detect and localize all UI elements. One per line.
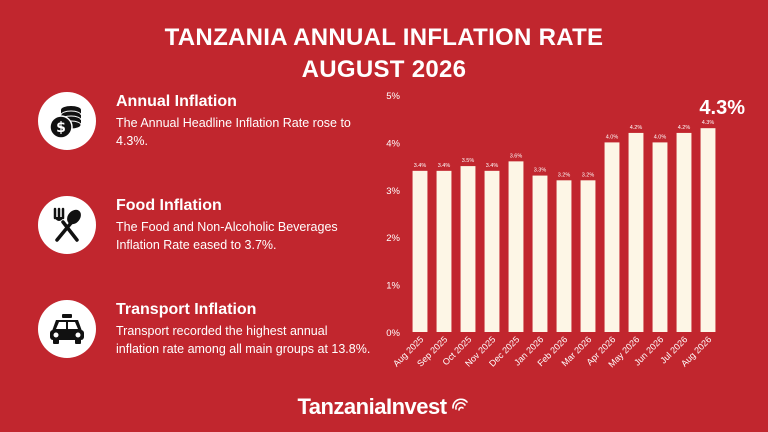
bar: [532, 175, 548, 332]
data-label: 3.3%: [534, 168, 547, 174]
brand-name: TanzaniaInvest: [297, 394, 447, 419]
y-tick-label: 2%: [386, 233, 400, 244]
brand-logo: TanzaniaInvest: [0, 394, 768, 420]
title-line-1: TANZANIA ANNUAL INFLATION RATE: [164, 24, 604, 51]
svg-text:$: $: [56, 120, 66, 136]
data-label: 4.0%: [606, 134, 619, 140]
data-label: 3.4%: [414, 163, 427, 169]
data-label: 3.2%: [558, 172, 571, 178]
data-label: 3.4%: [438, 163, 451, 169]
section-text: Transport recorded the highest annual in…: [116, 324, 371, 356]
y-tick-label: 0%: [386, 328, 400, 339]
fork-spoon-icon: [38, 196, 96, 254]
bar: [628, 132, 644, 332]
data-label: 3.4%: [486, 163, 499, 169]
signal-icon: [451, 398, 468, 411]
data-label: 4.2%: [630, 125, 643, 131]
data-label: 3.2%: [582, 172, 595, 178]
coins-icon: $: [38, 92, 96, 150]
bar: [508, 161, 524, 332]
bar: [556, 180, 572, 332]
y-tick-label: 1%: [386, 281, 400, 292]
data-label: 4.0%: [654, 134, 667, 140]
title-line-2: AUGUST 2026: [301, 56, 467, 83]
bar: [676, 132, 692, 332]
page-title: TANZANIA ANNUAL INFLATION RATE AUGUST 20…: [0, 22, 768, 86]
bar: [484, 170, 500, 332]
y-tick-label: 5%: [386, 91, 400, 102]
data-label: 4.3%: [702, 120, 715, 126]
section-heading: Transport Inflation: [116, 301, 257, 318]
section-text: The Food and Non-Alcoholic Beverages Inf…: [116, 220, 338, 252]
bar: [460, 166, 476, 332]
bar: [604, 142, 620, 332]
section-heading: Food Inflation: [116, 197, 222, 214]
section-heading: Annual Inflation: [116, 93, 237, 110]
highlight-value: 4.3%: [699, 97, 745, 119]
taxi-icon: [38, 300, 96, 358]
y-tick-label: 4%: [386, 138, 400, 149]
section-text: The Annual Headline Inflation Rate rose …: [116, 116, 351, 148]
bar: [652, 142, 668, 332]
bar: [412, 170, 428, 332]
bar: [700, 128, 716, 332]
data-label: 3.5%: [462, 158, 475, 164]
data-label: 4.2%: [678, 125, 691, 131]
bar: [580, 180, 596, 332]
data-label: 3.6%: [510, 153, 523, 159]
bar: [436, 170, 452, 332]
y-tick-label: 3%: [386, 186, 400, 197]
